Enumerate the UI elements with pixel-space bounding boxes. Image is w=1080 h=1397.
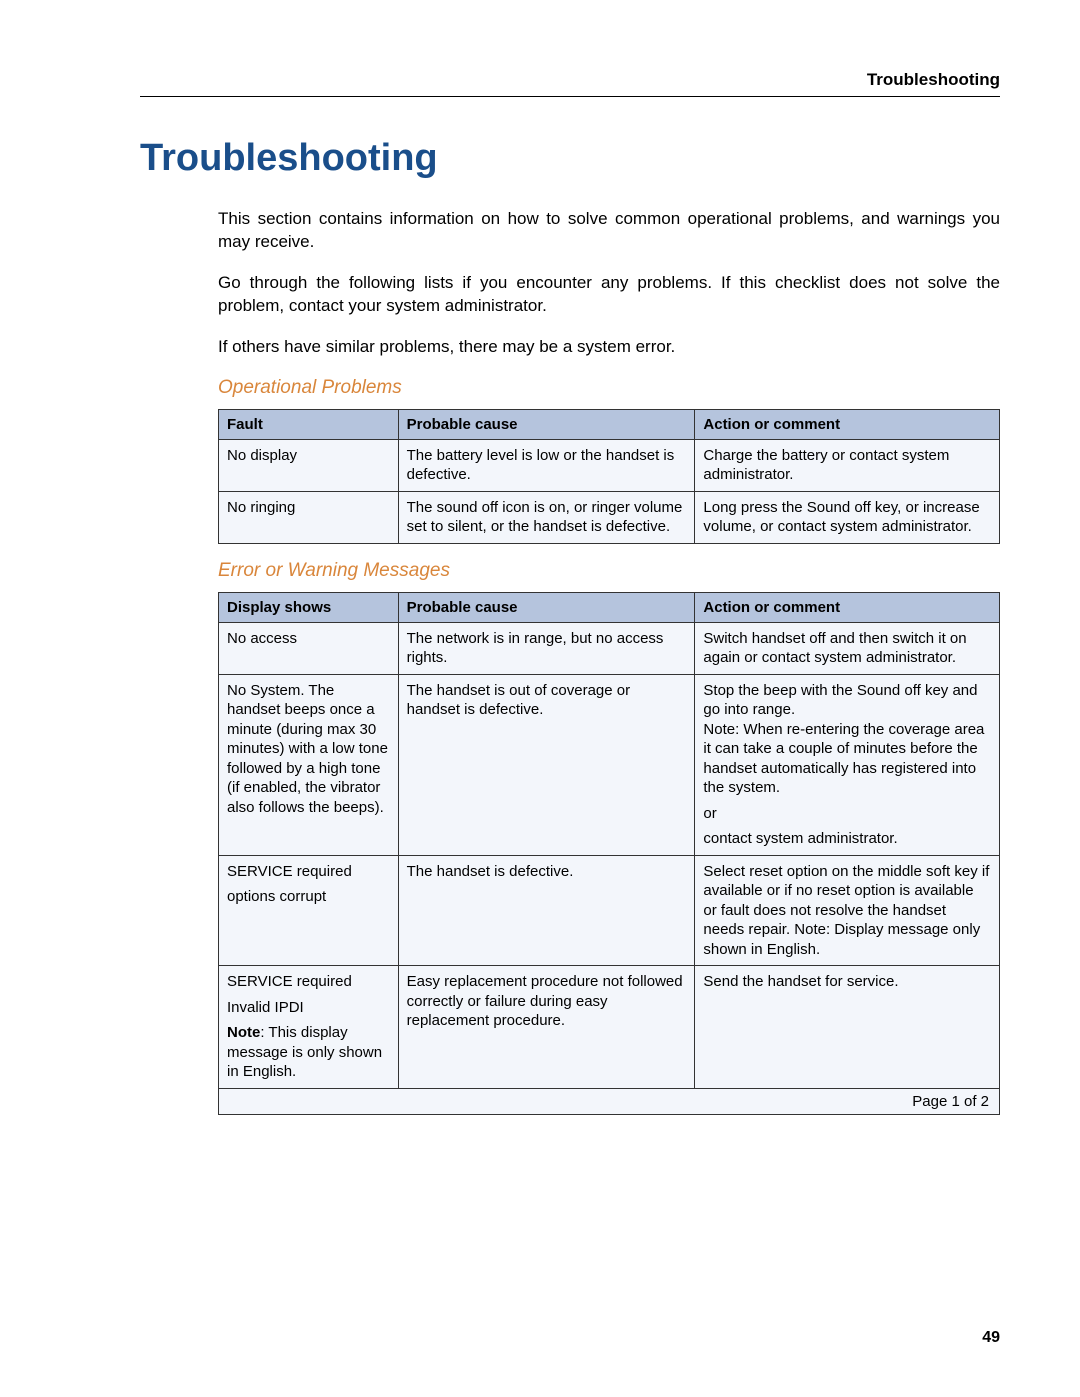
page-number: 49 — [982, 1329, 1000, 1347]
cell-text: SERVICE required — [227, 862, 390, 882]
cell-text: Stop the beep with the Sound off key and… — [703, 681, 991, 798]
document-page: Troubleshooting Troubleshooting This sec… — [0, 0, 1080, 1397]
table-row: SERVICE required Invalid IPDI Note: This… — [219, 966, 1000, 1089]
column-header: Display shows — [219, 592, 399, 622]
cell-text: Invalid IPDI — [227, 998, 390, 1018]
table-row: SERVICE required options corrupt The han… — [219, 855, 1000, 966]
table-header-row: Fault Probable cause Action or comment — [219, 409, 1000, 439]
cell-action: Send the handset for service. — [695, 966, 1000, 1089]
cell-cause: The battery level is low or the handset … — [398, 439, 695, 491]
table-header-row: Display shows Probable cause Action or c… — [219, 592, 1000, 622]
table-row: No display The battery level is low or t… — [219, 439, 1000, 491]
section-heading-operational: Operational Problems — [218, 377, 1000, 399]
table-row: No access The network is in range, but n… — [219, 622, 1000, 674]
section-heading-errors: Error or Warning Messages — [218, 560, 1000, 582]
error-messages-table: Display shows Probable cause Action or c… — [218, 592, 1000, 1089]
table-row: No ringing The sound off icon is on, or … — [219, 491, 1000, 543]
cell-action: Charge the battery or contact system adm… — [695, 439, 1000, 491]
cell-fault: No display — [219, 439, 399, 491]
cell-fault: No ringing — [219, 491, 399, 543]
cell-note: Note: This display message is only shown… — [227, 1023, 390, 1082]
intro-paragraph: This section contains information on how… — [218, 208, 1000, 254]
column-header: Probable cause — [398, 592, 695, 622]
cell-display: SERVICE required Invalid IPDI Note: This… — [219, 966, 399, 1089]
cell-cause: The network is in range, but no access r… — [398, 622, 695, 674]
cell-text: contact system administrator. — [703, 829, 991, 849]
intro-block: This section contains information on how… — [218, 208, 1000, 359]
cell-cause: The handset is defective. — [398, 855, 695, 966]
cell-display: No access — [219, 622, 399, 674]
table-row: No System. The handset beeps once a minu… — [219, 674, 1000, 855]
column-header: Fault — [219, 409, 399, 439]
note-label: Note — [227, 1024, 260, 1041]
column-header: Probable cause — [398, 409, 695, 439]
column-header: Action or comment — [695, 592, 1000, 622]
cell-cause: Easy replacement procedure not followed … — [398, 966, 695, 1089]
intro-paragraph: If others have similar problems, there m… — [218, 336, 1000, 359]
cell-text: or — [703, 804, 991, 824]
cell-cause: The sound off icon is on, or ringer volu… — [398, 491, 695, 543]
running-header: Troubleshooting — [140, 70, 1000, 97]
cell-action: Stop the beep with the Sound off key and… — [695, 674, 1000, 855]
cell-action: Long press the Sound off key, or increas… — [695, 491, 1000, 543]
table-pagination: Page 1 of 2 — [218, 1089, 1000, 1115]
page-title: Troubleshooting — [140, 137, 1000, 180]
cell-action: Select reset option on the middle soft k… — [695, 855, 1000, 966]
cell-text: options corrupt — [227, 887, 390, 907]
cell-display: No System. The handset beeps once a minu… — [219, 674, 399, 855]
column-header: Action or comment — [695, 409, 1000, 439]
intro-paragraph: Go through the following lists if you en… — [218, 272, 1000, 318]
cell-text: SERVICE required — [227, 972, 390, 992]
cell-cause: The handset is out of coverage or handse… — [398, 674, 695, 855]
cell-action: Switch handset off and then switch it on… — [695, 622, 1000, 674]
cell-display: SERVICE required options corrupt — [219, 855, 399, 966]
operational-problems-table: Fault Probable cause Action or comment N… — [218, 409, 1000, 544]
